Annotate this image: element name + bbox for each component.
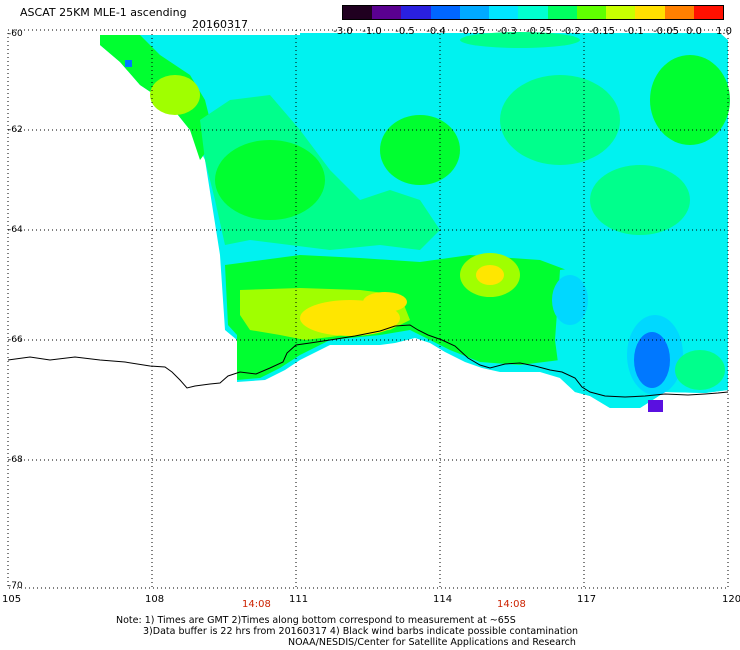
lat-label: -66 bbox=[8, 335, 23, 345]
colorbar-label: -0.5 bbox=[395, 26, 415, 37]
lon-label: 117 bbox=[577, 594, 597, 605]
colorbar-label: 1.0 bbox=[716, 26, 732, 37]
field-green-east1 bbox=[380, 115, 460, 185]
mle-data-field bbox=[100, 32, 730, 412]
colorbar-label: -0.3 bbox=[497, 26, 517, 37]
colorbar-swatch bbox=[606, 6, 636, 19]
lon-label: 111 bbox=[289, 594, 309, 605]
lon-label: 114 bbox=[433, 594, 453, 605]
field-yellowgreen-nw bbox=[150, 75, 200, 115]
colorbar-swatch bbox=[576, 6, 607, 19]
colorbar-label: -0.1 bbox=[624, 26, 644, 37]
field-lightgreen-east bbox=[590, 165, 690, 235]
lat-label: -64 bbox=[8, 225, 23, 235]
plot-frame bbox=[7, 29, 729, 589]
colorbar-label: -1.0 bbox=[362, 26, 382, 37]
lon-label: 108 bbox=[145, 594, 165, 605]
field-blue-pixel-nw bbox=[125, 60, 132, 67]
field-green-far-ne bbox=[650, 55, 730, 145]
footnote-line-2: 3)Data buffer is 22 hrs from 20160317 4)… bbox=[143, 626, 579, 637]
pass-time-2: 14:08 bbox=[497, 599, 526, 610]
product-title: ASCAT 25KM MLE-1 ascending bbox=[20, 6, 187, 19]
colorbar-swatch bbox=[430, 6, 460, 19]
field-lightgreen-far-se bbox=[675, 350, 725, 390]
lon-label: 105 bbox=[2, 594, 22, 605]
colorbar-label: -0.25 bbox=[526, 26, 552, 37]
field-lightblue-se bbox=[552, 275, 588, 325]
lat-lon-grid bbox=[8, 30, 728, 588]
colorbar-swatch bbox=[518, 6, 548, 19]
lat-label: -62 bbox=[8, 125, 23, 135]
colorbar-swatch bbox=[693, 6, 724, 19]
colorbar-labels: -3.0 -1.0 -0.5 -0.4 -0.35 -0.3 -0.25 -0.2 -0.15-… bbox=[325, 26, 735, 38]
footnote-line-1: Note: 1) Times are GMT 2)Times along bot… bbox=[116, 615, 516, 626]
field-purple-pixel bbox=[648, 400, 663, 412]
colorbar-label: -0.4 bbox=[426, 26, 446, 37]
colorbar-swatch bbox=[459, 6, 490, 19]
colorbar-swatch bbox=[489, 6, 519, 19]
field-yellow-east bbox=[476, 265, 504, 285]
lat-label: -60 bbox=[8, 29, 23, 39]
colorbar-label: 0.0 bbox=[686, 26, 702, 37]
lat-label: -70 bbox=[8, 581, 23, 591]
colorbar-label: -0.05 bbox=[653, 26, 679, 37]
field-lightgreen-top bbox=[460, 32, 580, 48]
field-blue-ese bbox=[634, 332, 670, 388]
colorbar-label: -3.0 bbox=[333, 26, 353, 37]
field-yellow-coast2 bbox=[363, 292, 407, 312]
colorbar-label: -0.2 bbox=[561, 26, 581, 37]
lat-label: -68 bbox=[8, 455, 23, 465]
pass-date: 20160317 bbox=[192, 18, 248, 31]
colorbar-swatch bbox=[635, 6, 665, 19]
colorbar-swatch bbox=[343, 6, 373, 19]
colorbar-label: -0.15 bbox=[589, 26, 615, 37]
colorbar-swatch bbox=[401, 6, 431, 19]
colorbar-swatch bbox=[547, 6, 577, 19]
pass-time-1: 14:08 bbox=[242, 599, 271, 610]
colorbar-swatch bbox=[372, 6, 402, 19]
colorbar bbox=[342, 5, 724, 20]
lon-label: 120 bbox=[722, 594, 740, 605]
field-green-center bbox=[215, 140, 325, 220]
colorbar-swatch bbox=[664, 6, 694, 19]
footnote-line-3: NOAA/NESDIS/Center for Satellite Applica… bbox=[288, 637, 576, 648]
antarctic-coastline bbox=[7, 324, 729, 398]
field-lightgreen-ne bbox=[500, 75, 620, 165]
colorbar-label: -0.35 bbox=[459, 26, 485, 37]
